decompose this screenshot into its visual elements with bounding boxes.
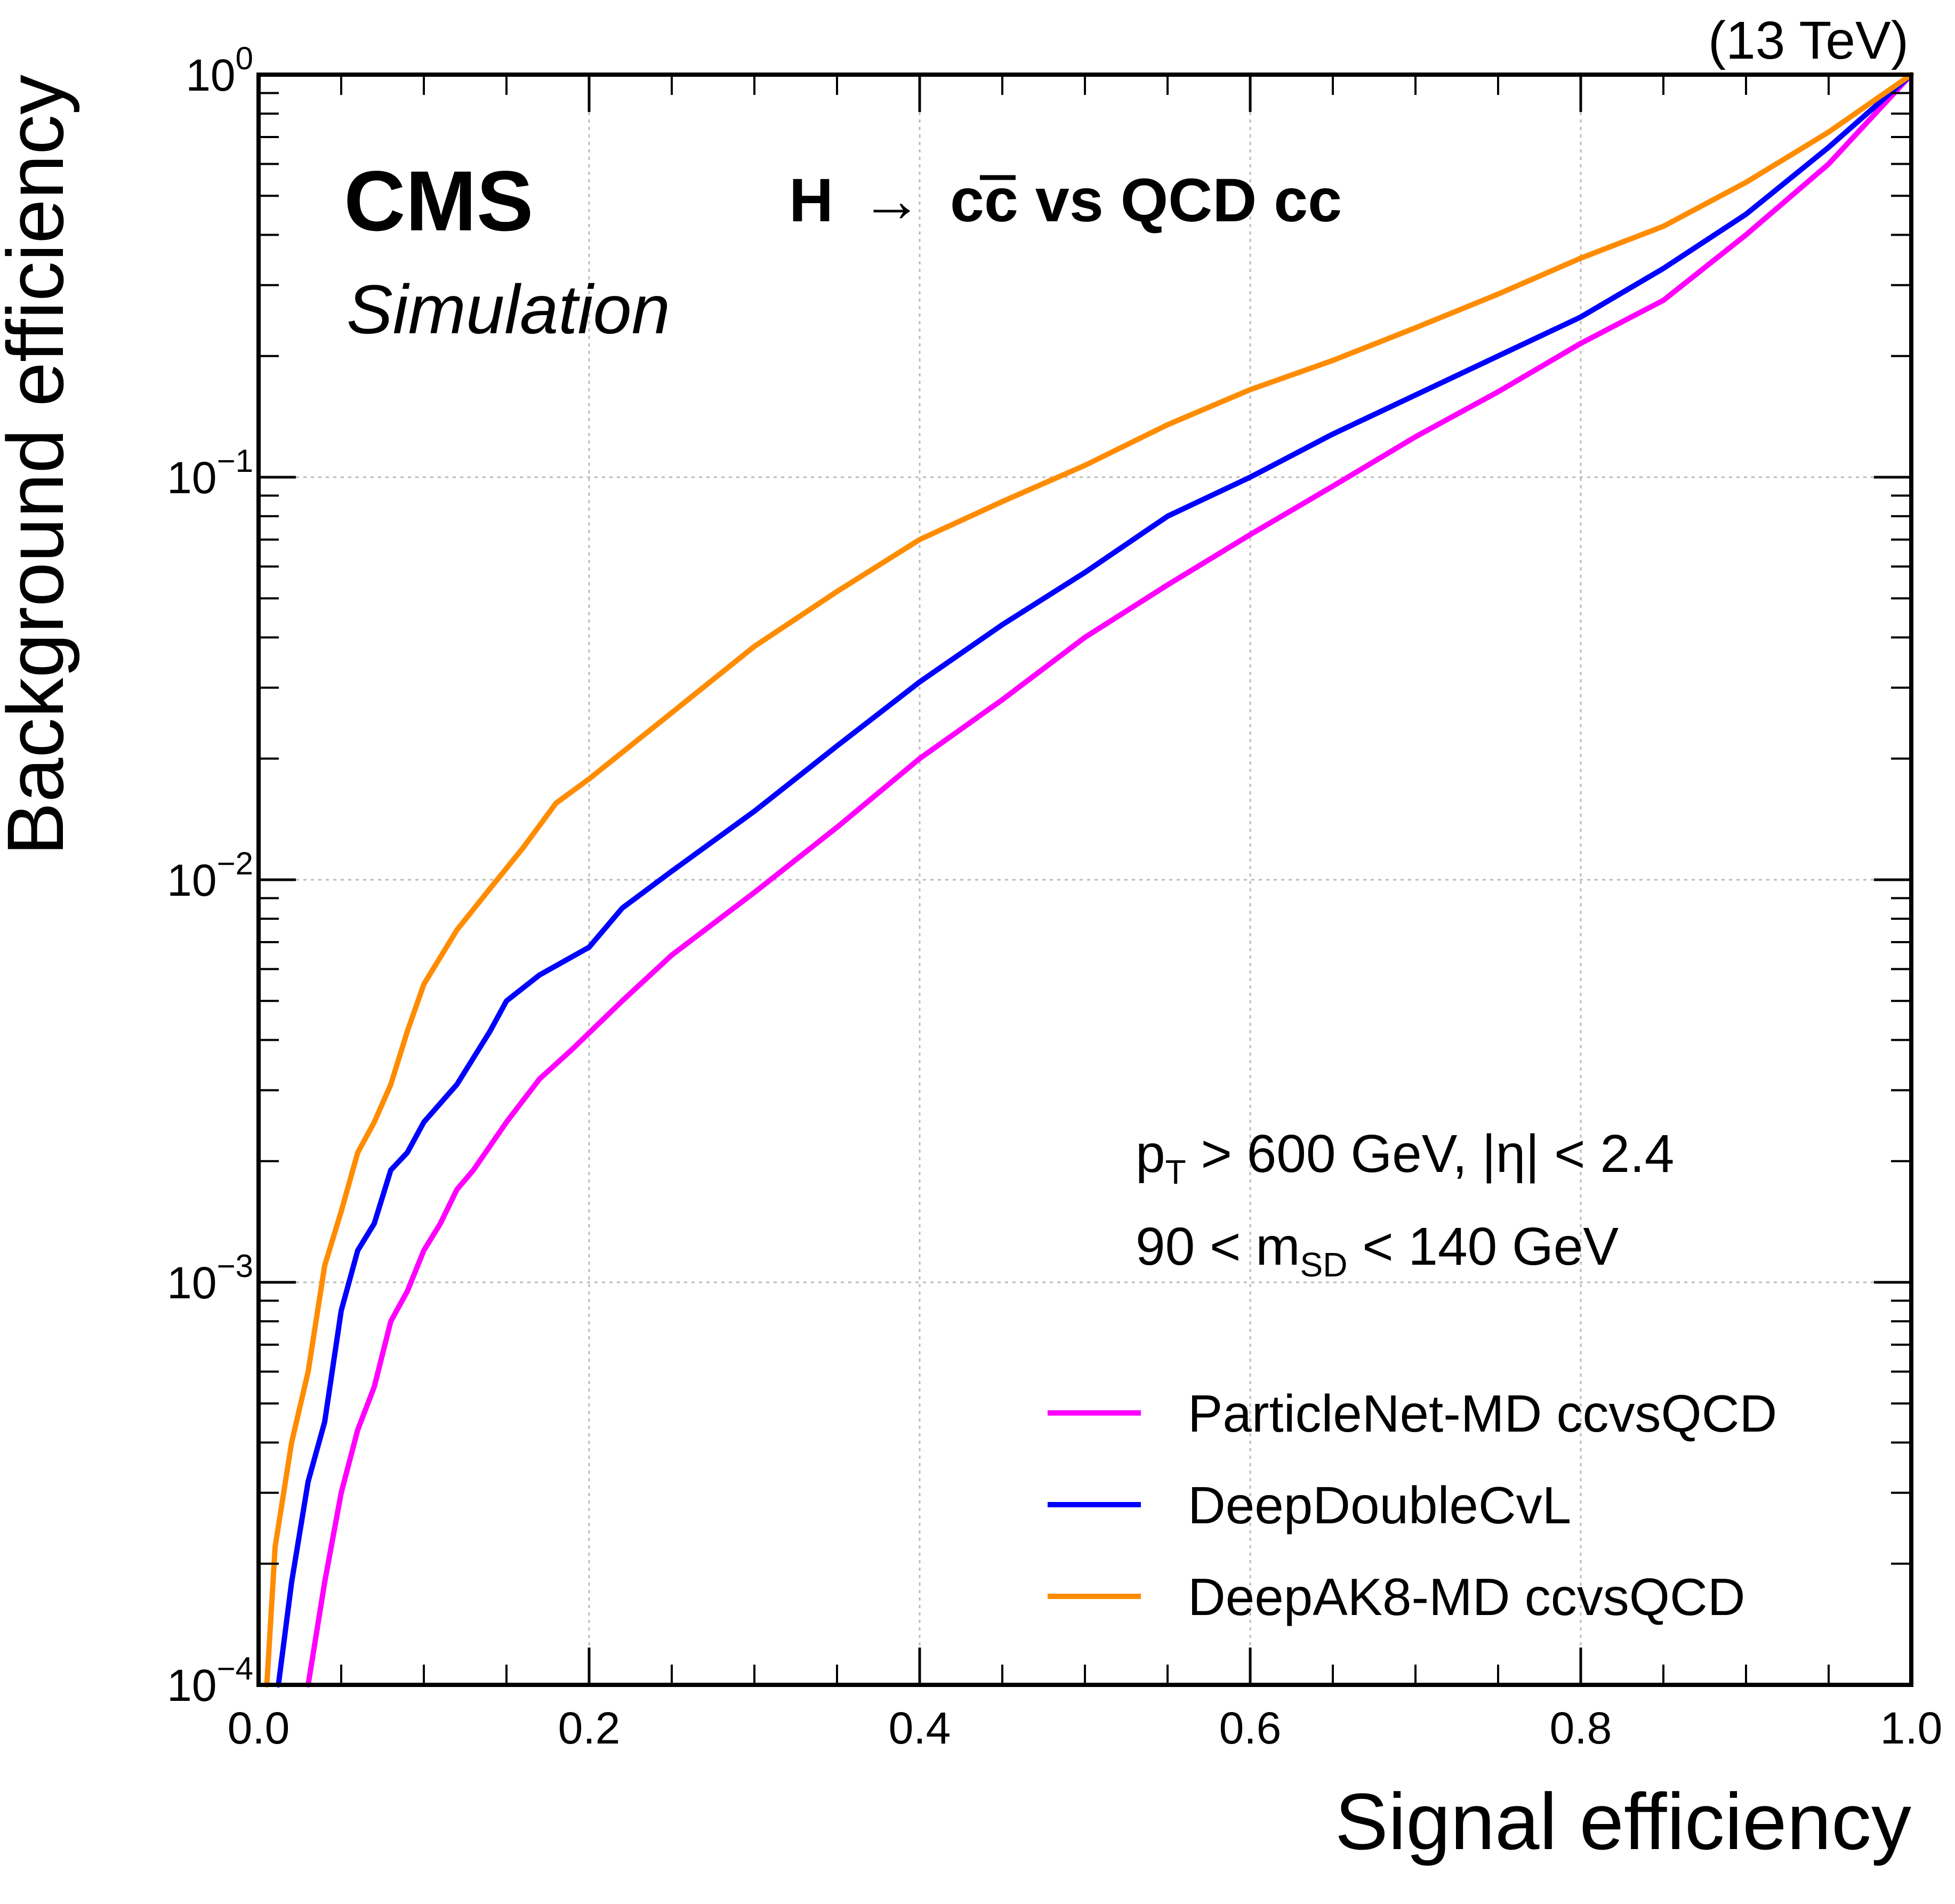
x-tick-label: 0.6 (1219, 1703, 1282, 1753)
y-tick-label: 10−4 (167, 1651, 253, 1710)
roc-curve-deepak8-md-ccvsqcd (264, 72, 1914, 1688)
legend: ParticleNet-MD ccvsQCD DeepDoubleCvL DeepA… (1048, 1384, 1777, 1626)
x-tick-label: 0.8 (1550, 1703, 1612, 1753)
kinematic-cut-2: 90 < mSD < 140 GeV (1136, 1217, 1619, 1284)
y-tick-label: 10−1 (167, 443, 253, 503)
roc-curves (264, 72, 1914, 1688)
x-axis-title: Signal efficiency (1335, 1777, 1911, 1866)
x-tick-label: 1.0 (1880, 1703, 1943, 1753)
pt-subscript: T (1165, 1153, 1186, 1191)
x-tick-label: 0.2 (558, 1703, 621, 1753)
tick-labels: 0.0 0.2 0.4 0.6 0.8 1.0 10−4 10−3 10−2 10−1 100 (167, 41, 1942, 1753)
msd-suffix: < 140 GeV (1347, 1217, 1619, 1276)
process-higgs: H (789, 166, 833, 235)
msd-subscript: SD (1300, 1246, 1348, 1284)
roc-curve-deepdoublecvl (276, 72, 1914, 1688)
y-tick-label: 100 (186, 41, 253, 100)
msd-prefix: 90 < m (1136, 1217, 1300, 1276)
process-c: c (950, 166, 984, 235)
simulation-label: Simulation (347, 270, 670, 348)
experiment-title: CMS (344, 153, 534, 248)
process-arrow: → (861, 166, 922, 235)
process-rest: vs QCD cc (1018, 166, 1342, 235)
y-tick-label: 10−2 (167, 846, 253, 905)
legend-label: DeepDoubleCvL (1188, 1476, 1571, 1535)
legend-label: ParticleNet-MD ccvsQCD (1188, 1384, 1777, 1443)
pt-symbol: p (1136, 1124, 1165, 1184)
x-tick-label: 0.4 (889, 1703, 951, 1753)
energy-label: (13 TeV) (1708, 11, 1909, 70)
pt-eta-cut: > 600 GeV, |η| < 2.4 (1186, 1124, 1675, 1184)
process-label: H → cc vs QCD cc (789, 166, 1342, 235)
y-axis-title: Background efficiency (0, 75, 80, 856)
x-tick-label: 0.0 (228, 1703, 290, 1753)
kinematic-cut-1: pT > 600 GeV, |η| < 2.4 (1136, 1124, 1674, 1191)
legend-label: DeepAK8-MD ccvsQCD (1188, 1568, 1745, 1626)
roc-curve-particlenet-md-ccvsqcd (305, 72, 1914, 1688)
plot-frame (256, 73, 1913, 1687)
y-tick-label: 10−3 (167, 1248, 253, 1308)
